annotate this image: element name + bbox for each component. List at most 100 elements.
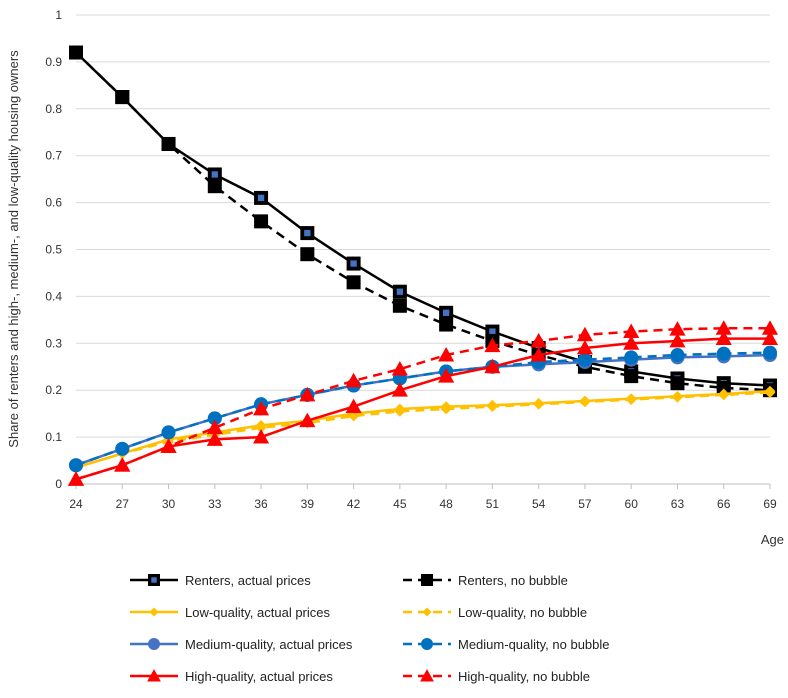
marker-square	[115, 90, 130, 105]
marker-square-inner	[489, 328, 496, 335]
marker-circle	[716, 346, 731, 361]
legend-item: Renters, actual prices	[130, 573, 311, 588]
marker-diamond	[487, 401, 498, 413]
marker-square-inner	[396, 288, 404, 295]
marker-diamond	[422, 607, 432, 617]
marker-circle	[69, 458, 83, 473]
marker-triangle	[114, 457, 131, 472]
marker-circle	[670, 348, 685, 363]
marker-square	[69, 45, 83, 60]
y-tick-label: 0.8	[45, 102, 62, 116]
y-axis-label: Share of renters and high-, medium-, and…	[6, 50, 21, 448]
marker-triangle	[253, 429, 270, 444]
series-high-quality-no-bubble	[67, 320, 779, 486]
x-tick-label: 33	[208, 497, 222, 511]
legend-label: High-quality, actual prices	[185, 669, 333, 684]
marker-triangle	[576, 326, 593, 342]
marker-diamond	[533, 398, 545, 410]
marker-triangle	[623, 323, 640, 339]
marker-triangle	[391, 361, 408, 376]
marker-triangle	[669, 332, 686, 348]
y-tick-label: 0.9	[45, 55, 62, 69]
marker-triangle	[484, 337, 501, 353]
x-tick-label: 30	[162, 497, 176, 511]
marker-triangle	[576, 339, 593, 355]
y-tick-label: 0	[55, 477, 62, 491]
y-tick-label: 0.2	[45, 383, 62, 397]
x-tick-label: 69	[763, 497, 777, 511]
marker-square-inner	[304, 229, 311, 237]
axes: 0 0.1 0.2 0.3 0.4 0.5 0.6 0.7 0.8 0.9 1 24 27 30 33 36 3…	[45, 8, 777, 511]
x-tick-label: 66	[717, 497, 731, 511]
x-tick-label: 27	[116, 497, 130, 511]
x-axis-label: Age	[761, 532, 784, 547]
marker-square	[716, 380, 731, 395]
marker-triangle	[484, 358, 501, 374]
y-tick-label: 0.7	[45, 149, 62, 163]
series-renters-no-bubble	[69, 45, 777, 398]
marker-diamond	[394, 405, 406, 417]
x-tick-label: 39	[301, 497, 315, 511]
marker-square	[670, 376, 685, 391]
marker-square	[346, 275, 361, 290]
marker-square-inner	[211, 171, 218, 178]
marker-triangle	[345, 398, 362, 414]
legend: Renters, actual prices Renters, no bubble…	[130, 573, 610, 684]
x-tick-label: 36	[254, 497, 268, 511]
marker-triangle	[530, 346, 547, 362]
legend-item: High-quality, no bubble	[403, 669, 590, 684]
marker-triangle	[761, 330, 779, 346]
marker-diamond	[718, 389, 730, 401]
x-tick-label: 48	[439, 497, 453, 511]
marker-circle	[207, 411, 222, 426]
legend-item: High-quality, actual prices	[130, 669, 333, 684]
marker-square	[254, 214, 269, 229]
marker-triangle	[206, 419, 223, 435]
legend-item: Medium-quality, no bubble	[403, 637, 610, 652]
gridlines	[76, 14, 770, 485]
marker-circle	[115, 441, 130, 456]
series-line	[75, 327, 770, 481]
legend-label: Medium-quality, actual prices	[185, 637, 353, 652]
y-tick-label: 0.3	[45, 336, 62, 350]
marker-diamond	[579, 396, 591, 408]
y-tick-label: 0.4	[45, 289, 62, 303]
marker-diamond	[625, 394, 637, 405]
marker-square	[439, 317, 454, 332]
legend-label: Medium-quality, no bubble	[458, 637, 610, 652]
series-line	[75, 51, 771, 392]
marker-diamond	[255, 422, 267, 434]
marker-triangle	[438, 346, 455, 362]
x-tick-label: 45	[393, 497, 407, 511]
marker-square	[207, 179, 222, 194]
marker-triangle	[530, 332, 547, 348]
marker-triangle	[299, 412, 316, 428]
x-tick-label: 24	[69, 497, 83, 511]
marker-diamond	[764, 387, 776, 398]
y-tick-label: 0.5	[45, 243, 62, 257]
marker-triangle	[669, 321, 686, 336]
marker-triangle	[253, 400, 270, 416]
marker-circle	[161, 425, 176, 440]
legend-item: Medium-quality, actual prices	[130, 637, 353, 652]
marker-square	[392, 298, 407, 313]
x-tick-label: 57	[578, 497, 592, 511]
x-tick-label: 51	[486, 497, 500, 511]
legend-item: Low-quality, no bubble	[403, 605, 587, 620]
marker-diamond	[672, 391, 683, 403]
marker-triangle	[438, 368, 455, 383]
x-tick-label: 63	[671, 497, 685, 511]
legend-item: Low-quality, actual prices	[130, 605, 330, 620]
x-tick-label: 60	[625, 497, 639, 511]
marker-circle	[421, 638, 433, 650]
series-line	[75, 351, 771, 467]
marker-circle	[624, 350, 639, 365]
marker-triangle	[391, 382, 408, 397]
marker-square-inner	[442, 309, 450, 316]
y-tick-label: 0.6	[45, 196, 62, 210]
legend-label: Low-quality, no bubble	[458, 605, 587, 620]
marker-triangle	[420, 669, 434, 682]
marker-diamond	[149, 607, 159, 617]
